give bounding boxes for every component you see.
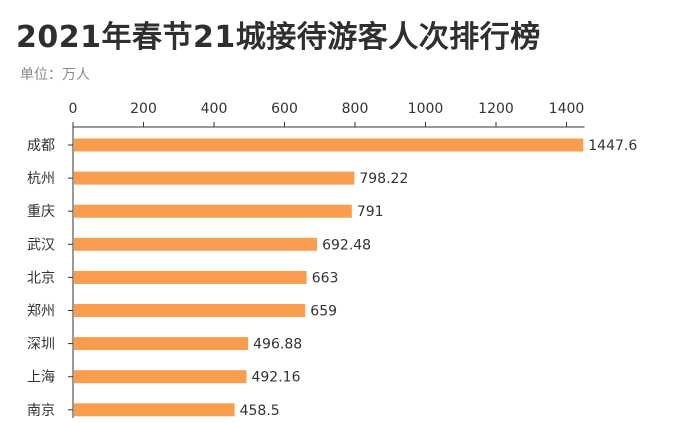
value-label: 458.5 — [240, 403, 280, 419]
bar — [74, 270, 307, 284]
category-label: 深圳 — [27, 337, 55, 353]
x-tick-label: 200 — [130, 101, 157, 117]
value-label: 798.22 — [359, 171, 408, 187]
category-label: 重庆 — [27, 204, 55, 220]
x-tick-label: 1400 — [549, 101, 585, 117]
x-tick-label: 1000 — [408, 101, 444, 117]
category-label: 成都 — [27, 138, 55, 154]
bar — [74, 304, 306, 317]
x-tick-label: 800 — [342, 101, 369, 117]
value-label: 496.88 — [253, 337, 302, 353]
x-tick-label: 0 — [69, 101, 78, 117]
chart-title: 2021年春节21城接待游客人次排行榜 — [16, 20, 541, 55]
category-label: 南京 — [27, 403, 55, 419]
category-label: 杭州 — [27, 171, 55, 187]
bar — [74, 171, 355, 185]
value-label: 791 — [357, 204, 384, 220]
chart-subtitle: 单位：万人 — [20, 67, 90, 83]
x-tick-label: 1200 — [478, 101, 514, 117]
category-label: 上海 — [27, 370, 55, 386]
bar — [74, 237, 318, 251]
category-label: 北京 — [27, 270, 55, 286]
category-label: 郑州 — [27, 304, 55, 320]
x-tick-label: 400 — [201, 101, 228, 117]
value-label: 1447.6 — [588, 138, 637, 154]
bar — [74, 403, 235, 417]
bar — [74, 204, 352, 218]
bar — [74, 337, 249, 351]
value-label: 692.48 — [322, 237, 371, 253]
category-label: 武汉 — [27, 237, 55, 253]
bar — [74, 138, 584, 152]
value-label: 492.16 — [251, 370, 300, 386]
bar — [74, 370, 247, 384]
value-label: 659 — [310, 304, 337, 320]
value-label: 663 — [312, 270, 339, 286]
x-tick-label: 600 — [271, 101, 298, 117]
